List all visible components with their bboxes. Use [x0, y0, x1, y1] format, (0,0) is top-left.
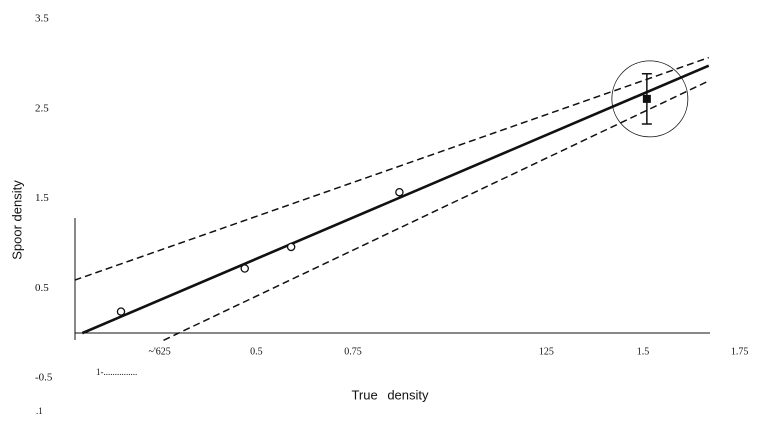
- y-tick-label: 2.5: [35, 102, 49, 114]
- x-tick-label: 1.5: [637, 346, 650, 357]
- y-tick-label: 3.5: [35, 13, 49, 25]
- x-tick-label: ~'625: [149, 346, 171, 357]
- highlight-point: [642, 94, 651, 103]
- y-axis-label: Spoor density: [9, 180, 24, 260]
- x-tick-label: 0.5: [250, 346, 263, 357]
- fit-line: [81, 64, 710, 335]
- y-tick-label: 1.5: [35, 192, 49, 204]
- x-tick-label: 1.75: [731, 346, 749, 357]
- x-axis-label: True density: [351, 387, 429, 402]
- x-tick-label: 0.75: [344, 346, 362, 357]
- data-point: [395, 187, 404, 197]
- annotation: .1: [36, 406, 43, 416]
- x-tick-label: 125: [539, 346, 554, 357]
- fit-line: [163, 80, 710, 341]
- data-point: [240, 264, 249, 273]
- fit-line: [74, 56, 709, 281]
- data-point: [116, 307, 126, 316]
- annotation: 1-...............: [96, 367, 137, 377]
- y-tick-label: -0.5: [35, 372, 53, 384]
- highlight-ring: [611, 60, 689, 138]
- data-point: [286, 242, 296, 252]
- y-tick-label: 0.5: [35, 282, 49, 294]
